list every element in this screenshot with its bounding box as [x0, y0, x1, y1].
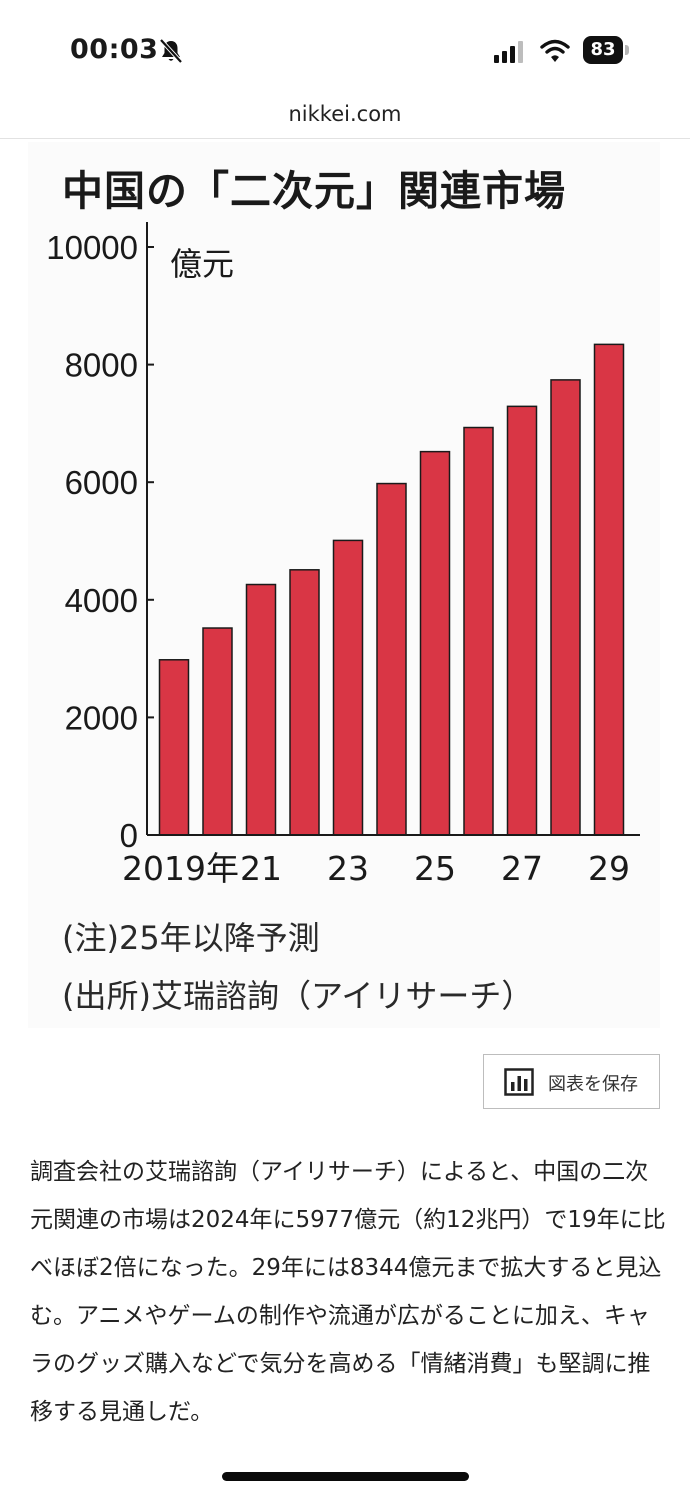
bar-chart-icon [504, 1068, 534, 1096]
bar [463, 426, 494, 836]
status-bar: 00:03 83 [0, 0, 690, 100]
x-tick-label: 23 [327, 849, 369, 888]
bar [158, 659, 190, 836]
wifi-icon [540, 39, 570, 62]
y-tick-label: 8000 [65, 347, 138, 384]
url-divider [0, 138, 690, 139]
chart-note-forecast: (注)25年以降予測 [62, 919, 320, 957]
home-indicator[interactable] [222, 1472, 469, 1481]
x-tick-label: 21 [240, 849, 282, 888]
bar [419, 450, 451, 836]
chart-title: 中国の「二次元」関連市場 [62, 167, 566, 215]
save-chart-button[interactable]: 図表を保存 [483, 1054, 660, 1109]
cellular-signal-icon [494, 41, 523, 63]
bell-muted-icon [159, 38, 183, 64]
y-tick-label: 4000 [65, 582, 138, 619]
x-tick-label: 29 [588, 849, 630, 888]
bar [289, 569, 320, 836]
bar [593, 343, 625, 836]
x-tick-label: 25 [414, 849, 456, 888]
battery-cap [625, 45, 629, 55]
status-time: 00:03 [70, 34, 159, 65]
save-chart-label: 図表を保存 [548, 1074, 638, 1095]
chart-note-source: (出所)艾瑞諮詢（アイリサーチ） [62, 977, 534, 1015]
y-axis-unit-label: 億元 [170, 245, 234, 283]
article-paragraph: 調査会社の艾瑞諮詢（アイリサーチ）によると、中国の二次元関連の市場は2024年に… [30, 1159, 666, 1425]
bar [506, 405, 538, 836]
y-tick-label: 0 [120, 817, 138, 854]
bar [376, 482, 407, 836]
y-tick-label: 10000 [46, 229, 138, 266]
bar [550, 379, 581, 836]
url-bar[interactable]: nikkei.com [288, 102, 402, 126]
bar [332, 539, 364, 836]
y-tick-label: 2000 [65, 699, 138, 736]
y-tick-label: 6000 [65, 464, 138, 501]
bar-chart: 0 2000 4000 6000 8000 10000 億元 2019年 21 23 25 27 29 [46, 222, 640, 888]
x-tick-label: 2019年 [122, 849, 239, 888]
bar [202, 627, 233, 836]
battery-indicator: 83 [583, 36, 623, 64]
bar [245, 583, 277, 836]
x-tick-label: 27 [501, 849, 543, 888]
